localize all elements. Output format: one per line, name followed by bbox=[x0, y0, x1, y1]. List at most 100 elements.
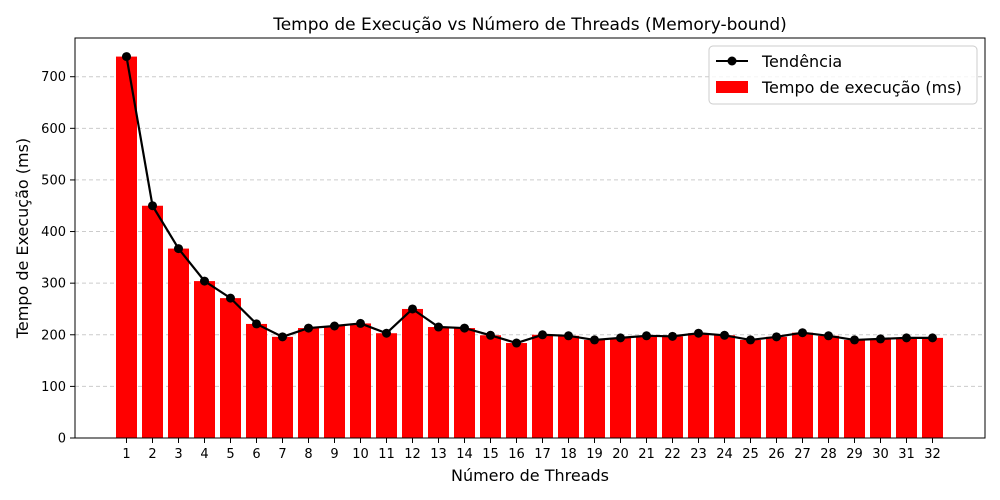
legend: Tendência Tempo de execução (ms) bbox=[708, 45, 978, 105]
bar bbox=[870, 338, 891, 438]
trend-point bbox=[642, 331, 651, 341]
bar bbox=[636, 335, 657, 438]
trend-point bbox=[278, 332, 287, 342]
bar bbox=[376, 333, 397, 438]
x-tick-label: 23 bbox=[690, 447, 707, 462]
bar bbox=[142, 205, 163, 438]
bar bbox=[532, 334, 553, 438]
chart-title: Tempo de Execução vs Número de Threads (… bbox=[272, 15, 787, 35]
x-tick-label: 29 bbox=[846, 447, 863, 462]
y-axis-ticks: 0 100 200 300 400 500 600 700 bbox=[41, 70, 75, 447]
trend-point bbox=[434, 322, 443, 332]
bar bbox=[688, 333, 709, 438]
bar bbox=[298, 328, 319, 438]
x-tick-label: 8 bbox=[304, 447, 312, 462]
x-tick-label: 3 bbox=[174, 447, 182, 462]
trend-point bbox=[928, 333, 937, 343]
trend-point bbox=[616, 333, 625, 343]
trend-point bbox=[382, 328, 391, 338]
plot-frame bbox=[74, 37, 986, 439]
x-tick-label: 5 bbox=[226, 447, 234, 462]
trend-point bbox=[850, 335, 859, 345]
x-tick-label: 21 bbox=[638, 447, 655, 462]
x-tick-label: 11 bbox=[378, 447, 395, 462]
x-tick-label: 30 bbox=[872, 447, 889, 462]
x-tick-label: 26 bbox=[768, 447, 785, 462]
trend-point bbox=[486, 330, 495, 340]
bar bbox=[480, 335, 501, 438]
bar bbox=[402, 308, 423, 438]
bar bbox=[324, 326, 345, 438]
y-tick-label: 700 bbox=[41, 70, 66, 85]
bar bbox=[220, 298, 241, 438]
legend-label-bars: Tempo de execução (ms) bbox=[761, 78, 962, 97]
x-tick-label: 24 bbox=[716, 447, 733, 462]
bar bbox=[272, 336, 293, 438]
bar bbox=[792, 332, 813, 438]
y-axis-label: Tempo de Execução (ms) bbox=[13, 138, 32, 339]
x-tick-label: 18 bbox=[560, 447, 577, 462]
y-tick-label: 500 bbox=[41, 173, 66, 188]
x-tick-label: 31 bbox=[898, 447, 915, 462]
trend-point bbox=[460, 323, 469, 333]
trend-point bbox=[694, 328, 703, 338]
bar bbox=[766, 336, 787, 438]
trend-point bbox=[148, 201, 157, 211]
trend-point bbox=[720, 330, 729, 340]
x-tick-label: 13 bbox=[430, 447, 447, 462]
bar bbox=[610, 337, 631, 438]
x-tick-label: 1 bbox=[122, 447, 130, 462]
trend-point bbox=[798, 328, 807, 338]
bar bbox=[246, 323, 267, 438]
trend-point bbox=[304, 323, 313, 333]
y-tick-label: 100 bbox=[41, 380, 66, 395]
trend-point bbox=[538, 330, 547, 340]
x-tick-label: 32 bbox=[924, 447, 941, 462]
trend-point bbox=[746, 335, 755, 345]
bar bbox=[714, 335, 735, 438]
x-tick-label: 22 bbox=[664, 447, 681, 462]
x-axis-ticks: 1 2 3 4 5 6 7 8 9 10 11 12 13 14 15 16 17 18 19 20 21 22 23 24 2… bbox=[122, 438, 941, 462]
bar bbox=[922, 337, 943, 438]
bar bbox=[818, 335, 839, 438]
x-tick-label: 17 bbox=[534, 447, 551, 462]
y-tick-label: 600 bbox=[41, 122, 66, 137]
trend-point bbox=[226, 293, 235, 303]
trend-point bbox=[252, 319, 261, 329]
x-tick-label: 4 bbox=[200, 447, 208, 462]
trend-point bbox=[564, 331, 573, 341]
x-tick-label: 15 bbox=[482, 447, 499, 462]
x-tick-label: 25 bbox=[742, 447, 759, 462]
bar bbox=[844, 339, 865, 438]
bar bbox=[506, 343, 527, 438]
x-tick-label: 7 bbox=[278, 447, 286, 462]
bar bbox=[168, 248, 189, 438]
x-tick-label: 16 bbox=[508, 447, 525, 462]
bar bbox=[558, 335, 579, 438]
trend-point bbox=[356, 318, 365, 328]
trend-point bbox=[772, 332, 781, 342]
x-tick-label: 14 bbox=[456, 447, 473, 462]
y-tick-label: 0 bbox=[58, 432, 66, 447]
x-tick-label: 19 bbox=[586, 447, 603, 462]
bar bbox=[896, 337, 917, 438]
x-tick-label: 6 bbox=[252, 447, 260, 462]
bar bbox=[194, 281, 215, 438]
trend-point bbox=[408, 304, 417, 314]
x-tick-label: 20 bbox=[612, 447, 629, 462]
bar bbox=[116, 56, 137, 438]
bars bbox=[116, 56, 943, 438]
legend-line-marker bbox=[727, 56, 737, 66]
x-tick-label: 10 bbox=[352, 447, 369, 462]
trend-point bbox=[824, 331, 833, 341]
x-tick-label: 2 bbox=[148, 447, 156, 462]
x-tick-label: 27 bbox=[794, 447, 811, 462]
trend-point bbox=[122, 52, 131, 62]
bar bbox=[454, 328, 475, 438]
bar bbox=[428, 327, 449, 438]
trend-point bbox=[200, 276, 209, 286]
legend-box bbox=[708, 45, 978, 105]
trend-line bbox=[122, 52, 937, 348]
bar bbox=[662, 336, 683, 438]
